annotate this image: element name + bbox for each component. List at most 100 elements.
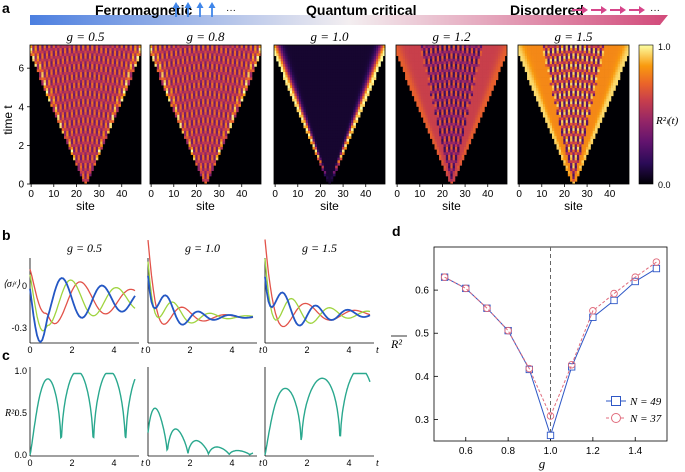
heatmap-cell <box>341 138 345 142</box>
heatmap-cell <box>319 79 322 83</box>
heatmap-cell <box>129 58 133 62</box>
heatmap-cell <box>323 125 327 129</box>
heatmap-cell <box>355 101 359 105</box>
heatmap-cell <box>256 45 260 49</box>
heatmap-cell <box>278 50 282 54</box>
heatmap-cell <box>113 114 117 118</box>
heatmap-cell <box>346 133 350 137</box>
heatmap-cell <box>326 74 329 78</box>
heatmap-cell <box>93 101 97 105</box>
heatmap-cell <box>66 98 69 102</box>
heatmap-cell <box>165 79 169 83</box>
heatmap-cell <box>172 87 176 91</box>
heatmap-cell <box>190 50 194 54</box>
heatmap-cell <box>344 69 347 73</box>
heatmap-cell <box>43 61 47 65</box>
heatmap-cell <box>360 93 363 97</box>
heatmap-cell <box>199 130 203 134</box>
heatmap-cell <box>473 95 476 99</box>
heatmap-cell <box>172 63 176 67</box>
heatmap-cell <box>220 109 223 113</box>
heatmap-cell <box>222 53 226 57</box>
heatmap-cell <box>95 45 99 49</box>
heatmap-cell <box>211 82 214 86</box>
heatmap-cell <box>242 61 246 65</box>
heatmap-cell <box>181 82 185 86</box>
heatmap-cell <box>190 87 194 91</box>
heatmap-cell <box>57 117 60 121</box>
heatmap-cell <box>330 109 334 113</box>
heatmap-cell <box>249 55 253 59</box>
heatmap-cell <box>70 146 74 150</box>
heatmap-cell <box>88 119 92 123</box>
heatmap-cell <box>457 122 460 126</box>
heatmap-cell <box>79 77 83 81</box>
heatmap-cell <box>57 47 60 51</box>
heatmap-cell <box>310 103 313 107</box>
heatmap-cell <box>118 101 121 105</box>
heatmap-cell <box>222 141 226 145</box>
heatmap-cell <box>429 117 433 121</box>
heatmap-cell <box>287 77 291 81</box>
heatmap-cell <box>86 149 90 153</box>
heatmap-cell <box>208 149 212 153</box>
heatmap-cell <box>77 117 81 121</box>
heatmap-cell <box>224 133 228 137</box>
heatmap-cell <box>104 117 108 121</box>
heatmap-cell <box>312 45 316 49</box>
heatmap-cell <box>172 55 176 59</box>
heatmap-cell <box>323 71 327 75</box>
heatmap-cell <box>233 90 237 94</box>
heatmap-cell <box>159 53 162 57</box>
heatmap-cell <box>208 87 212 91</box>
heatmap-cell <box>179 77 183 81</box>
heatmap-cell <box>470 87 474 91</box>
heatmap-cell <box>206 109 210 113</box>
heatmap-cell <box>227 90 230 94</box>
heatmap-cell <box>195 47 198 51</box>
heatmap-cell <box>75 162 78 166</box>
heatmap-cell <box>88 47 92 51</box>
heatmap-cell <box>454 159 458 163</box>
heatmap-cell <box>443 149 447 153</box>
heatmap-cell <box>52 90 56 94</box>
heatmap-cell <box>242 63 246 67</box>
heatmap-cell <box>479 87 483 91</box>
heatmap-cell <box>188 141 192 145</box>
heatmap-cell <box>323 101 327 105</box>
heatmap-cell <box>75 106 78 110</box>
heatmap-cell <box>202 175 205 179</box>
heatmap-cell <box>332 106 336 110</box>
heatmap-cell <box>373 53 377 57</box>
heatmap-cell <box>310 119 313 123</box>
heatmap-cell <box>224 122 228 126</box>
heatmap-cell <box>79 127 83 131</box>
heatmap-cell <box>86 109 90 113</box>
heatmap-cell <box>168 82 171 86</box>
heatmap-cell <box>206 135 210 139</box>
heatmap-cell <box>208 98 212 102</box>
heatmap-cell <box>292 61 295 65</box>
heatmap-cell <box>373 66 377 70</box>
heatmap-cell <box>443 82 447 86</box>
heatmap-cell <box>84 151 87 155</box>
heatmap-cell <box>222 55 226 59</box>
heatmap-cell <box>454 106 458 110</box>
heatmap-cell <box>303 45 307 49</box>
heatmap-cell <box>63 95 67 99</box>
heatmap-cell <box>348 114 352 118</box>
heatmap-cell <box>179 71 183 75</box>
heatmap-cell <box>97 77 101 81</box>
heatmap-cell <box>307 82 311 86</box>
heatmap-cell <box>360 109 363 113</box>
heatmap-cell <box>276 47 279 51</box>
heatmap-cell <box>86 125 90 129</box>
heatmap-cell <box>70 66 74 70</box>
heatmap-cell <box>283 66 286 70</box>
heatmap-cell <box>434 111 438 115</box>
heatmap-cell <box>482 106 485 110</box>
heatmap-cell <box>211 77 214 81</box>
heatmap-cell <box>231 55 235 59</box>
heatmap-cell <box>466 98 469 102</box>
heatmap-cell <box>429 109 433 113</box>
